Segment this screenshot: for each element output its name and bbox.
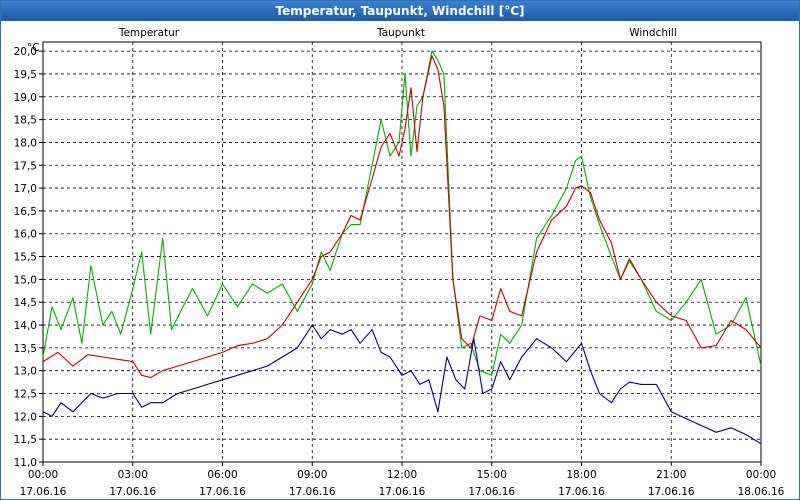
x-tick-time: 00:00 [746,469,776,481]
y-axis-unit: °C [27,42,40,54]
y-tick-label: 16,0 [14,229,37,241]
y-tick-label: 14,5 [14,297,37,309]
x-tick-date: 17.06.16 [289,486,336,498]
series-line-windchill [42,50,762,376]
x-tick-date: 17.06.16 [648,486,695,498]
x-tick-date: 17.06.16 [468,486,515,498]
legend: Temperatur Taupunkt Windchill [118,27,677,39]
legend-windchill: Windchill [629,27,677,39]
y-axis: °C 11,0 11,5 12,0 12,5 13,0 13,5 14,0 14,5 15,0 1… [14,42,43,469]
x-tick-date: 17.06.16 [379,486,426,498]
y-tick-label: 14,0 [14,320,37,332]
y-tick-label: 18,0 [14,137,37,149]
x-tick-time: 12:00 [387,469,417,481]
y-tick-label: 13,0 [14,366,37,378]
y-tick-label: 15,0 [14,274,37,286]
x-tick-time: 15:00 [477,469,507,481]
y-tick-label: 17,0 [14,183,37,195]
x-axis: 00:00 17.06.16 03:00 17.06.16 06:00 17.06.16 0… [20,462,785,498]
y-tick-label: 11,0 [14,457,37,469]
x-tick-date: 18.06.16 [738,486,785,498]
grid [43,42,761,462]
y-tick-label: 12,0 [14,411,37,423]
series-line-taupunkt [42,324,762,445]
legend-taupunkt: Taupunkt [376,27,425,39]
x-tick-time: 06:00 [207,469,237,481]
x-tick-time: 00:00 [28,469,58,481]
y-tick-label: 12,5 [14,389,37,401]
y-tick-label: 17,5 [14,160,37,172]
series-lines [42,50,762,445]
y-tick-label: 19,5 [14,69,37,81]
x-tick-date: 17.06.16 [199,486,246,498]
x-tick-date: 17.06.16 [109,486,156,498]
y-tick-label: 19,0 [14,92,37,104]
legend-temperatur: Temperatur [118,27,180,39]
series-line-temperatur [42,55,762,379]
x-tick-time: 09:00 [297,469,327,481]
y-tick-label: 16,5 [14,206,37,218]
x-tick-time: 18:00 [566,469,596,481]
y-tick-label: 15,5 [14,252,37,264]
chart-title: Temperatur, Taupunkt, Windchill [°C] [1,1,799,21]
x-tick-date: 17.06.16 [20,486,67,498]
x-tick-date: 17.06.16 [558,486,605,498]
y-tick-label: 18,5 [14,115,37,127]
y-tick-label: 13,5 [14,343,37,355]
x-tick-time: 03:00 [118,469,148,481]
y-tick-label: 11,5 [14,434,37,446]
y-tick-label: 20,0 [14,46,37,58]
x-tick-time: 21:00 [656,469,686,481]
